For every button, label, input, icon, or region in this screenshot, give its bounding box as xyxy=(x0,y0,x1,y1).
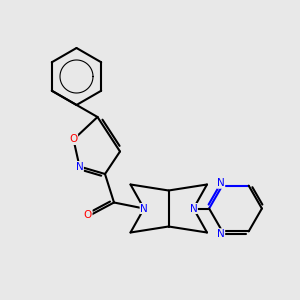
Text: N: N xyxy=(217,178,225,188)
Text: N: N xyxy=(76,161,83,172)
Text: N: N xyxy=(140,203,148,214)
Text: O: O xyxy=(69,134,78,145)
Text: O: O xyxy=(84,209,92,220)
Text: N: N xyxy=(217,229,225,239)
Text: N: N xyxy=(190,203,197,214)
